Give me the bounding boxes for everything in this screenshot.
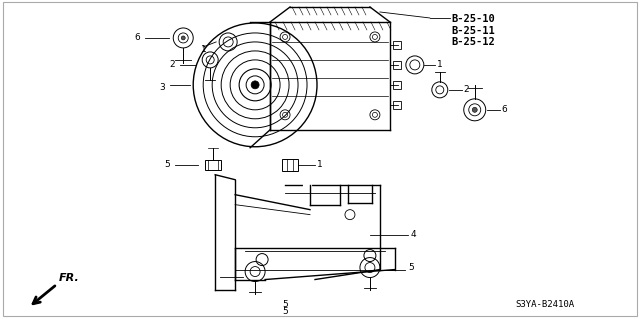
Text: 6: 6 [134, 33, 140, 42]
Text: 5: 5 [282, 300, 288, 308]
Text: 5: 5 [282, 308, 288, 316]
Circle shape [472, 107, 477, 112]
Text: S3YA-B2410A: S3YA-B2410A [515, 300, 574, 309]
Text: B-25-10
B-25-11
B-25-12: B-25-10 B-25-11 B-25-12 [452, 14, 495, 47]
Text: 5: 5 [408, 263, 413, 272]
Bar [393, 101, 401, 109]
Text: 2: 2 [464, 85, 469, 94]
Text: 6: 6 [502, 105, 508, 114]
Bar [393, 81, 401, 89]
Text: 5: 5 [164, 160, 170, 169]
Bar [205, 160, 221, 170]
Bar [282, 159, 298, 171]
Text: 3: 3 [159, 83, 165, 93]
Text: 4: 4 [411, 230, 417, 239]
Text: 1: 1 [202, 45, 207, 55]
Circle shape [251, 81, 259, 89]
Text: FR.: FR. [58, 272, 79, 283]
Text: 1: 1 [317, 160, 323, 169]
Text: 2: 2 [170, 60, 175, 70]
Circle shape [181, 36, 185, 40]
Bar [393, 61, 401, 69]
Text: 1: 1 [437, 60, 442, 70]
Bar [393, 41, 401, 49]
